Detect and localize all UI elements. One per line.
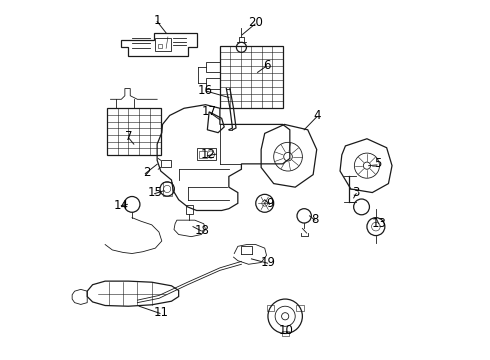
Bar xyxy=(220,45,283,108)
Bar xyxy=(186,205,193,214)
Bar xyxy=(158,44,162,48)
Text: 10: 10 xyxy=(279,324,294,337)
Text: 2: 2 xyxy=(143,166,150,179)
Bar xyxy=(155,39,172,51)
Bar xyxy=(163,182,172,196)
Text: 12: 12 xyxy=(201,148,216,161)
Text: 18: 18 xyxy=(195,224,209,237)
Text: 14: 14 xyxy=(114,199,129,212)
Text: 20: 20 xyxy=(248,16,263,29)
Bar xyxy=(205,78,220,89)
Bar xyxy=(161,160,171,167)
Text: 5: 5 xyxy=(374,157,381,170)
Text: 19: 19 xyxy=(261,256,276,269)
Bar xyxy=(199,150,207,158)
Text: 17: 17 xyxy=(202,105,217,118)
Bar xyxy=(196,148,216,160)
Bar xyxy=(296,305,304,311)
Text: 8: 8 xyxy=(311,213,318,226)
Text: 3: 3 xyxy=(352,186,360,199)
Bar xyxy=(282,330,289,336)
Text: 4: 4 xyxy=(313,109,320,122)
Text: 1: 1 xyxy=(153,14,161,27)
Text: 16: 16 xyxy=(198,84,213,97)
Bar xyxy=(267,305,274,311)
Text: 11: 11 xyxy=(153,306,168,319)
Bar xyxy=(205,62,220,72)
Text: 6: 6 xyxy=(263,59,270,72)
Text: 15: 15 xyxy=(147,186,162,199)
Text: 13: 13 xyxy=(372,216,387,230)
Text: 9: 9 xyxy=(267,197,274,210)
Text: 7: 7 xyxy=(124,130,132,144)
Bar xyxy=(107,108,161,155)
